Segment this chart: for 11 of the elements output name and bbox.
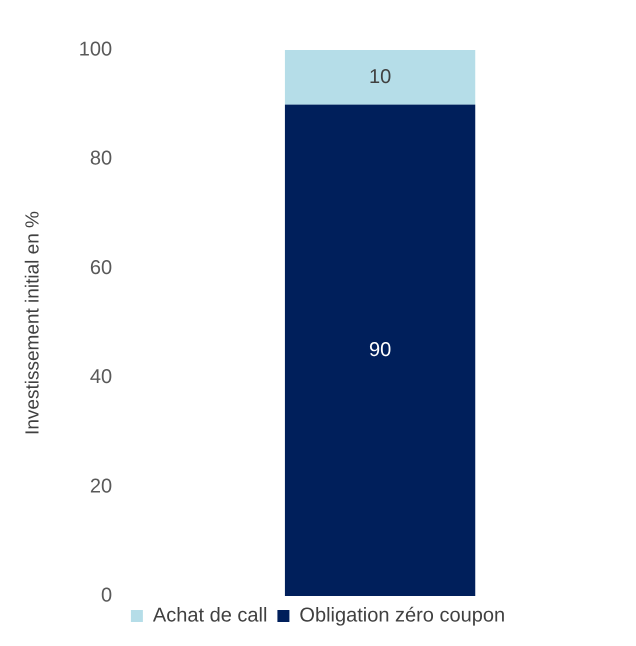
y-tick-label: 100 [78,38,112,61]
y-tick-label: 80 [90,148,112,170]
y-axis-title: Investissement initial en % [22,210,44,435]
legend-label: Obligation zéro coupon [299,604,506,627]
y-tick-label: 20 [90,475,112,498]
y-tick-label: 40 [90,366,112,388]
data-label: 10 [368,66,392,88]
legend-label: Achat de call [152,604,268,627]
y-tick-label: 0 [101,584,112,607]
y-tick-label: 60 [90,256,112,279]
data-label: 90 [368,338,392,361]
